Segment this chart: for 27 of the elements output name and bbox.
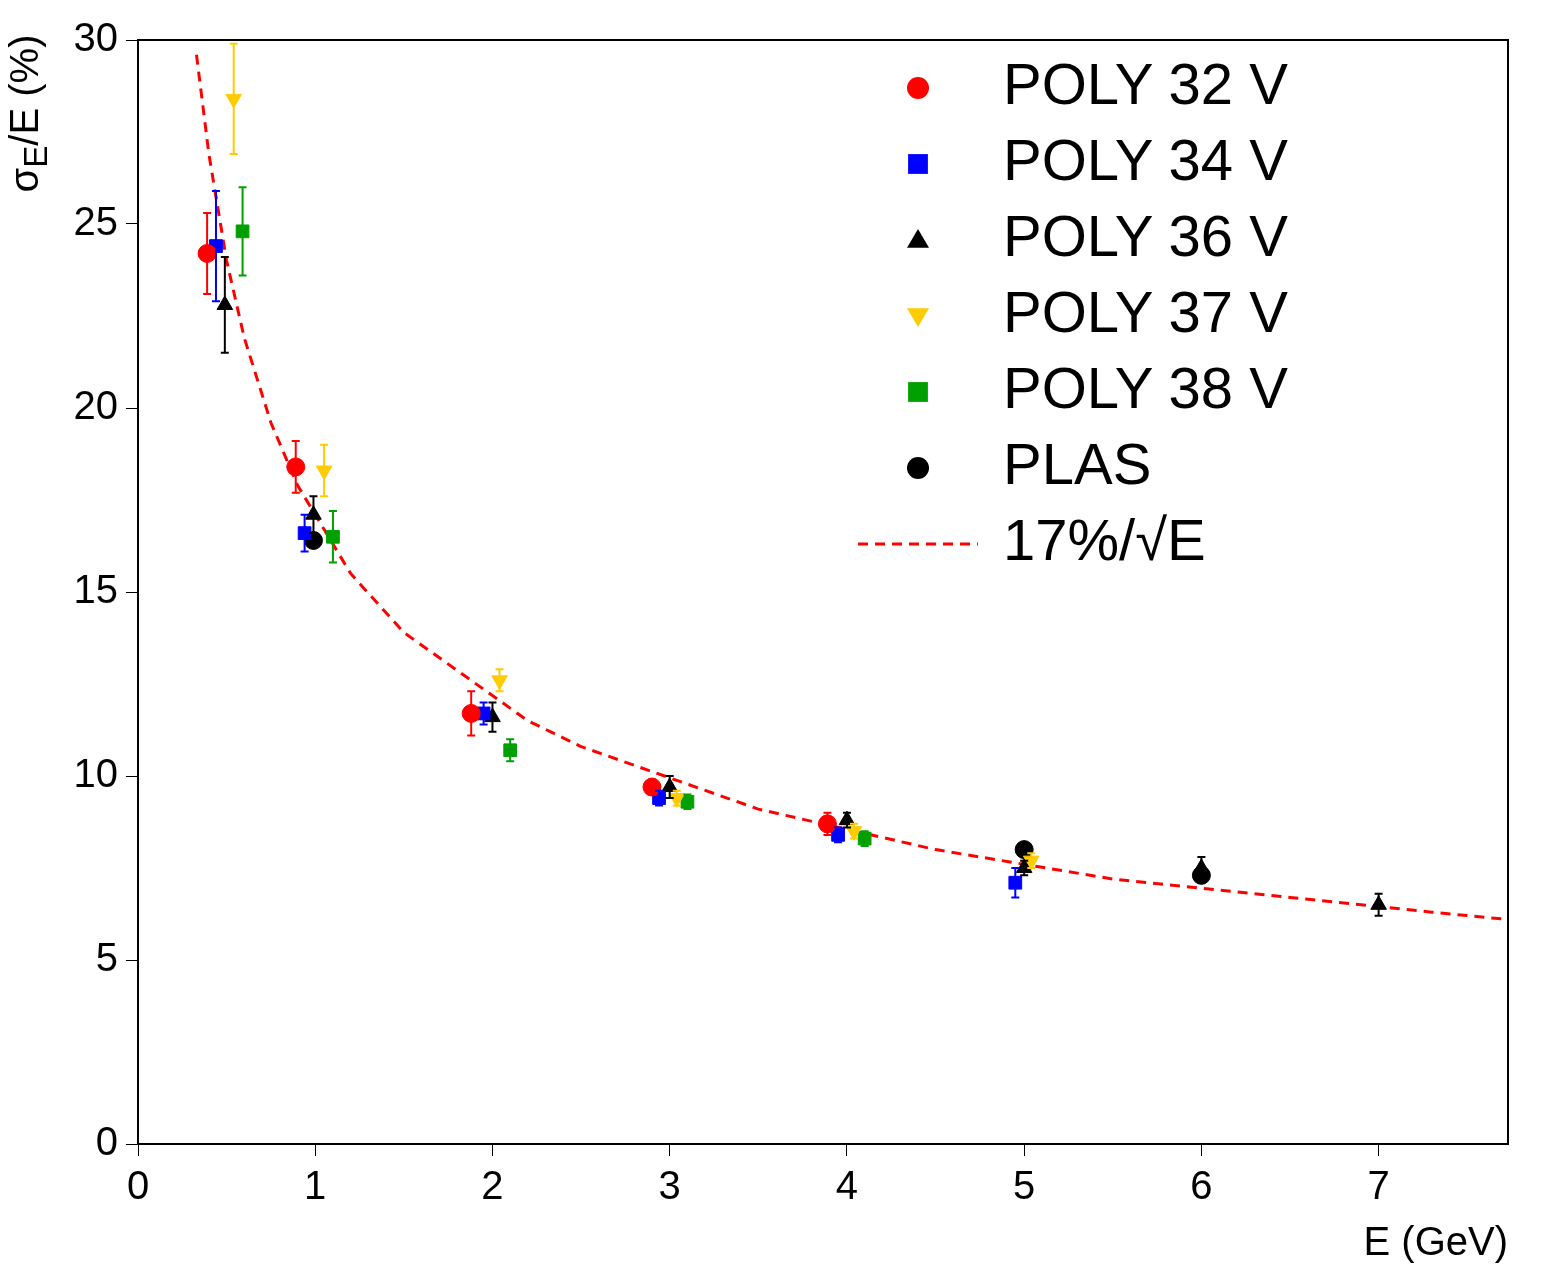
x-tick-label: 4 — [835, 1163, 859, 1208]
y-tick-label: 0 — [95, 1119, 118, 1164]
x-tick-label: 6 — [1190, 1163, 1213, 1208]
y-tick-label: 25 — [73, 199, 118, 244]
legend-label: POLY 32 V — [1003, 51, 1289, 116]
point — [1008, 875, 1023, 890]
legend-label: POLY 37 V — [1003, 279, 1289, 344]
point — [326, 529, 340, 544]
x-tick-label: 7 — [1367, 1163, 1390, 1208]
point — [503, 743, 518, 758]
x-axis-title: E (GeV) — [1363, 1219, 1508, 1264]
legend-label: POLY 38 V — [1003, 355, 1289, 420]
x-tick-label: 5 — [1013, 1163, 1036, 1208]
y-tick-label: 10 — [73, 751, 118, 796]
legend-label: POLY 34 V — [1003, 127, 1289, 192]
x-tick-label: 3 — [658, 1163, 681, 1208]
x-tick-label: 0 — [126, 1163, 150, 1208]
legend-label: 17%/√E — [1003, 507, 1206, 572]
legend-label: POLY 36 V — [1003, 203, 1289, 268]
y-tick-label: 5 — [95, 935, 118, 980]
x-tick-label: 2 — [481, 1163, 504, 1208]
point — [235, 224, 250, 239]
y-tick-label: 20 — [73, 383, 118, 428]
x-tick-label: 1 — [304, 1163, 327, 1208]
y-tick-label: 15 — [73, 567, 118, 612]
legend-label: PLAS — [1003, 431, 1152, 496]
y-tick-label: 30 — [73, 15, 118, 60]
